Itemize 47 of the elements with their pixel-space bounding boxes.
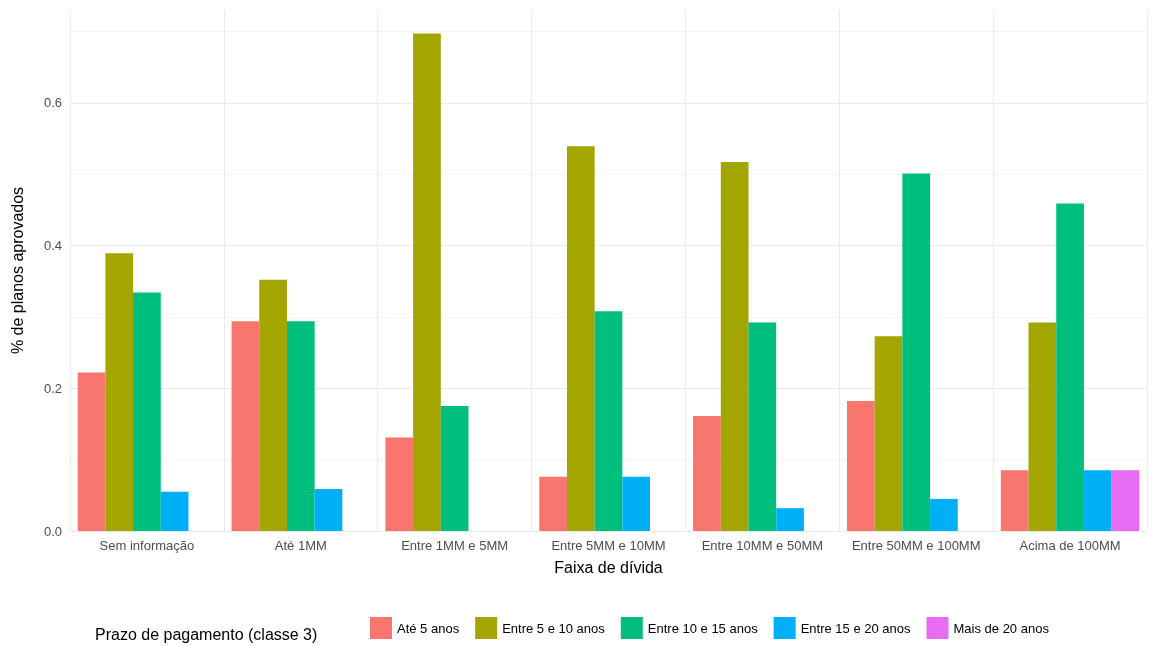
bar: [720, 162, 749, 531]
bar: [902, 173, 931, 531]
bar: [930, 498, 958, 531]
bar: [160, 491, 189, 531]
bar: [105, 253, 134, 531]
bar: [846, 401, 875, 531]
y-tick-label: 0.2: [43, 380, 62, 396]
bar: [1056, 203, 1084, 531]
bar: [77, 372, 106, 531]
legend-label: Até 5 anos: [397, 620, 460, 636]
bar: [622, 476, 651, 531]
x-tick-label: Acima de 100MM: [1019, 538, 1121, 553]
bar: [231, 321, 260, 531]
x-tick-label: Entre 5MM e 10MM: [551, 538, 666, 553]
legend-label: Entre 15 e 20 anos: [800, 620, 911, 636]
bar: [566, 146, 595, 531]
bar: [413, 33, 441, 531]
bar: [440, 406, 469, 531]
bar: [776, 508, 804, 531]
y-tick-label: 0.0: [43, 523, 62, 539]
x-tick-label: Entre 1MM e 5MM: [401, 538, 509, 553]
legend-label: Entre 5 e 10 anos: [502, 620, 606, 636]
bar: [693, 416, 721, 531]
bar: [314, 488, 343, 531]
y-tick-label: 0.6: [43, 95, 62, 111]
bar: [539, 476, 567, 531]
y-tick-label: 0.4: [43, 238, 62, 254]
legend-label: Entre 10 e 15 anos: [647, 620, 759, 636]
bar: [286, 321, 315, 531]
legend-title: Prazo de pagamento (classe 3): [95, 625, 318, 643]
bar: [1000, 470, 1029, 531]
x-tick-label: Entre 50MM e 100MM: [851, 538, 981, 553]
bar: [748, 322, 777, 531]
y-axis-title: % de planos aprovados: [8, 186, 26, 355]
legend-label: Mais de 20 anos: [953, 620, 1050, 636]
bar: [133, 292, 161, 531]
x-tick-label: Sem informação: [99, 538, 195, 553]
bar: [259, 279, 287, 531]
x-axis-title: Faixa de dívida: [554, 558, 663, 576]
x-tick-label: Entre 10MM e 50MM: [701, 538, 824, 553]
bar: [1083, 470, 1112, 531]
bar: [385, 437, 414, 531]
bar: [874, 336, 903, 531]
x-tick-label: Até 1MM: [274, 538, 327, 553]
bar: [594, 311, 623, 531]
bar: [1111, 470, 1140, 531]
bar: [1028, 322, 1057, 531]
